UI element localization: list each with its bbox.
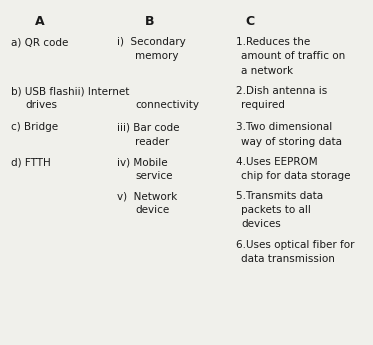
- Text: 4.Uses EEPROM: 4.Uses EEPROM: [236, 157, 317, 167]
- Text: memory: memory: [135, 51, 179, 61]
- Text: 2.Dish antenna is: 2.Dish antenna is: [236, 86, 327, 96]
- Text: b) USB flashii) Internet: b) USB flashii) Internet: [11, 86, 129, 96]
- Text: B: B: [144, 15, 154, 28]
- Text: data transmission: data transmission: [241, 254, 335, 264]
- Text: drives: drives: [26, 100, 58, 110]
- Text: devices: devices: [241, 219, 281, 229]
- Text: A: A: [35, 15, 44, 28]
- Text: c) Bridge: c) Bridge: [11, 122, 58, 132]
- Text: 3.Two dimensional: 3.Two dimensional: [236, 122, 332, 132]
- Text: 5.Transmits data: 5.Transmits data: [236, 191, 323, 201]
- Text: required: required: [241, 100, 285, 110]
- Text: 1.Reduces the: 1.Reduces the: [236, 37, 310, 47]
- Text: way of storing data: way of storing data: [241, 137, 342, 147]
- Text: packets to all: packets to all: [241, 205, 311, 215]
- Text: a network: a network: [241, 66, 294, 76]
- Text: iv) Mobile: iv) Mobile: [117, 157, 168, 167]
- Text: connectivity: connectivity: [135, 100, 199, 110]
- Text: reader: reader: [135, 137, 170, 147]
- Text: iii) Bar code: iii) Bar code: [117, 122, 179, 132]
- Text: v)  Network: v) Network: [117, 191, 177, 201]
- Text: 6.Uses optical fiber for: 6.Uses optical fiber for: [236, 240, 354, 250]
- Text: service: service: [135, 171, 173, 181]
- Text: d) FTTH: d) FTTH: [11, 157, 51, 167]
- Text: i)  Secondary: i) Secondary: [117, 37, 186, 47]
- Text: device: device: [135, 205, 170, 215]
- Text: chip for data storage: chip for data storage: [241, 171, 351, 181]
- Text: C: C: [245, 15, 254, 28]
- Text: a) QR code: a) QR code: [11, 37, 68, 47]
- Text: amount of traffic on: amount of traffic on: [241, 51, 345, 61]
